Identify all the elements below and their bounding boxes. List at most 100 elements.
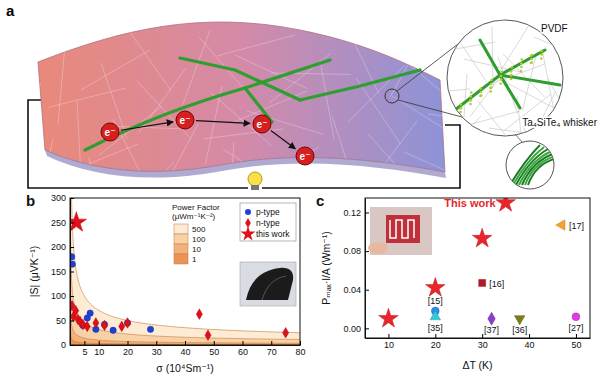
- tick-mark: [365, 251, 369, 252]
- fiber: [404, 152, 477, 185]
- tick: 5: [82, 341, 87, 357]
- pvdf-particle: [520, 58, 523, 61]
- tick: 80: [295, 341, 305, 357]
- whisker: [85, 60, 330, 150]
- point: [87, 310, 93, 316]
- pvdf-particle: [530, 61, 533, 64]
- point: [196, 309, 202, 320]
- x-axis: 51020304050607080: [71, 341, 306, 357]
- electron: [101, 123, 119, 141]
- tick-mark: [70, 321, 74, 322]
- tick-mark: [388, 334, 389, 338]
- tick-label: 250: [51, 218, 66, 228]
- electron-arrow: [196, 121, 250, 124]
- pvdf-fiber: [492, 27, 493, 87]
- sheet: [38, 22, 445, 172]
- fiber: [58, 45, 65, 125]
- power-factor-band: [70, 198, 300, 345]
- point: [119, 321, 125, 332]
- pvdf-fiber: [441, 116, 481, 161]
- pvdf-particle: [530, 58, 533, 61]
- pvdf-particle: [510, 78, 513, 81]
- zoom-spot: [385, 89, 399, 103]
- plot-frame: [70, 198, 300, 345]
- pvdf-fiber: [489, 128, 548, 136]
- power-factor-contour: [70, 198, 300, 344]
- y-axis-title: Pₘₐₓ·l/A (Wm⁻¹): [320, 231, 332, 305]
- fiber: [332, 116, 357, 192]
- legend-label: this work: [256, 229, 290, 239]
- tick-mark: [70, 345, 74, 346]
- pvdf-particle: [480, 91, 483, 94]
- axis-line: [71, 345, 301, 346]
- point-label: [16]: [489, 279, 504, 289]
- pvdf-fiber: [462, 111, 520, 127]
- pvdf-particle: [520, 62, 523, 65]
- pvdf-particle: [479, 95, 482, 98]
- tick-label: 20: [123, 347, 133, 357]
- tick: 50: [209, 341, 219, 357]
- point-label: [36]: [512, 325, 527, 335]
- pvdf-particle: [479, 87, 482, 90]
- inset-device-edge: [262, 276, 286, 300]
- pvdf-particle: [520, 70, 523, 73]
- point: [488, 312, 495, 325]
- electron-arrow: [121, 122, 173, 130]
- fiber: [48, 88, 126, 107]
- legend-marker: [240, 226, 255, 240]
- fiber: [308, 154, 311, 234]
- point-label: [27]: [568, 323, 583, 333]
- pvdf-particle: [540, 57, 543, 60]
- electron: [296, 147, 314, 165]
- pvdf-fiber: [478, 101, 516, 148]
- fiber: [259, 167, 338, 180]
- electron-label: e⁻: [180, 115, 191, 126]
- panel-label: a: [6, 2, 15, 19]
- tick: 0.04: [343, 285, 369, 295]
- y-axis: 050100150200250300: [51, 193, 74, 350]
- tick: 150: [51, 267, 74, 277]
- inset-pattern: [390, 220, 414, 238]
- tick: 30: [478, 334, 488, 350]
- tick-mark: [70, 247, 74, 248]
- pvdf-particle: [510, 66, 513, 69]
- tick-label: 10: [384, 340, 394, 350]
- panel-b: 51020304050607080050100150200250300σ (10…: [26, 0, 306, 374]
- tick: 0: [61, 340, 74, 350]
- y-axis-title: |S| (μVK⁻¹): [28, 246, 40, 297]
- tick: 40: [525, 334, 535, 350]
- point: [147, 326, 153, 332]
- fiber: [77, 101, 81, 181]
- fiber: [118, 162, 174, 220]
- electron-arrow: [271, 131, 296, 149]
- power-factor-band: [70, 198, 300, 345]
- electron: [253, 115, 271, 133]
- point: [479, 280, 486, 287]
- power-factor-level: 500: [192, 225, 206, 234]
- point-label: This work: [444, 197, 496, 209]
- pvdf-particle: [469, 95, 472, 98]
- tick-mark: [365, 212, 369, 213]
- tick: 70: [267, 341, 277, 357]
- tick: 0.12: [343, 208, 369, 218]
- pvdf-particle: [490, 79, 493, 82]
- fiber: [125, 25, 171, 91]
- tick: 300: [51, 193, 74, 203]
- point-label: [15]: [428, 296, 443, 306]
- tick-label: 50: [571, 340, 581, 350]
- plot-area: [379, 198, 580, 327]
- tick: 10: [94, 341, 104, 357]
- tick-label: 150: [51, 267, 66, 277]
- tick-mark: [214, 341, 215, 345]
- electron-label: e⁻: [257, 119, 268, 130]
- tick-mark: [365, 328, 369, 329]
- power-factor-contour: [70, 198, 300, 333]
- tick: 60: [238, 341, 248, 357]
- fiber: [64, 144, 138, 174]
- bulb-base: [251, 185, 259, 190]
- pvdf-particle: [500, 71, 503, 74]
- matrix-label: PVDF: [541, 23, 568, 34]
- point: [70, 212, 87, 231]
- plot-frame: [365, 198, 590, 338]
- pvdf-fiber: [534, 37, 589, 60]
